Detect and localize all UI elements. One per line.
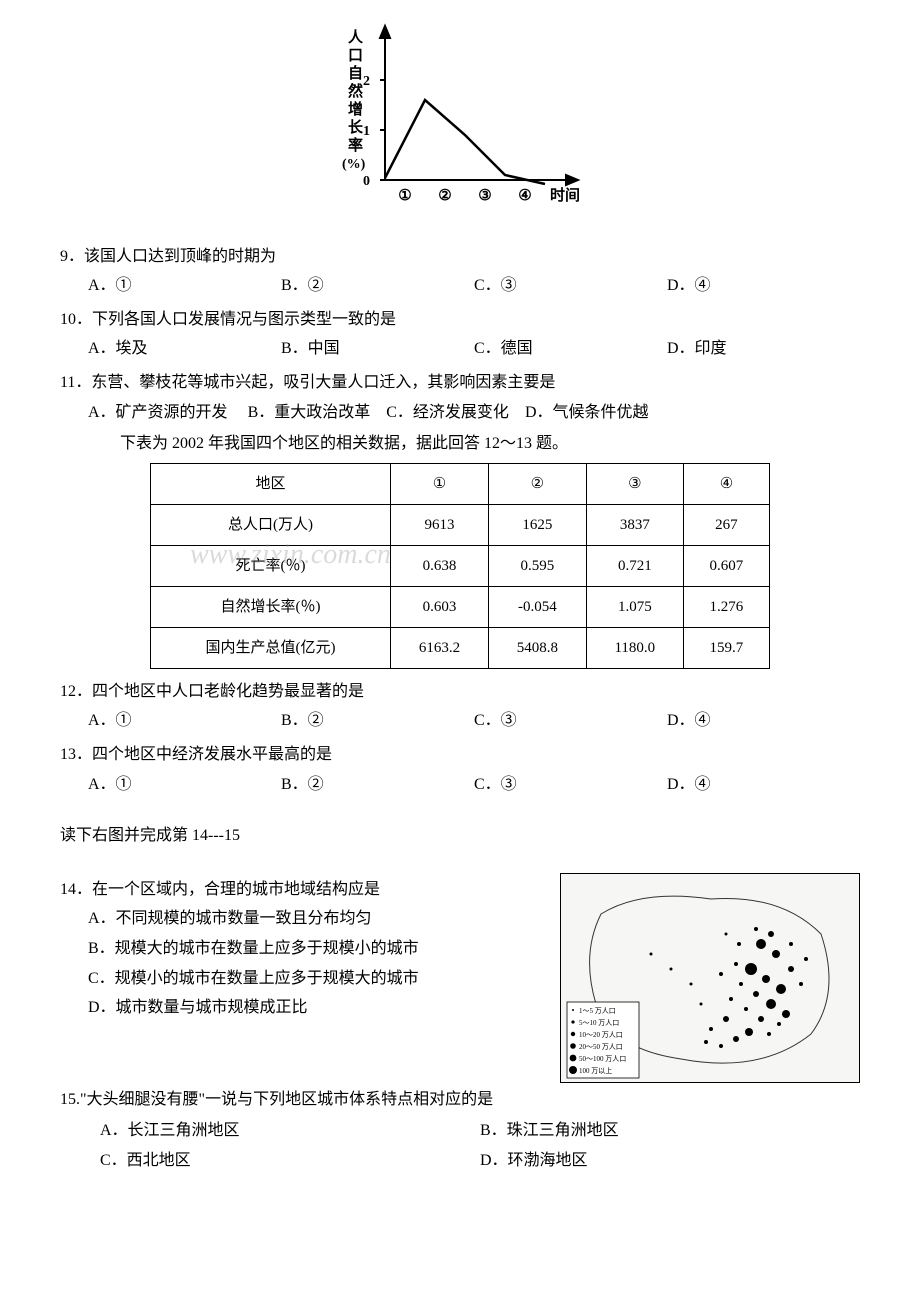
- table-cell: 6163.2: [391, 627, 489, 668]
- q14-opt-d: D．城市数量与城市规模成正比: [60, 995, 550, 1021]
- q9-opt-d: D．④: [667, 273, 860, 299]
- table-cell: 267: [683, 504, 769, 545]
- table-cell: 0.595: [488, 545, 586, 586]
- q15-options: A．长江三角洲地区 B．珠江三角洲地区 C．西北地区 D．环渤海地区: [60, 1116, 860, 1175]
- table-cell: 5408.8: [488, 627, 586, 668]
- table-cell: 0.607: [683, 545, 769, 586]
- table-row: 死亡率(％) 0.638 0.595 0.721 0.607: [151, 545, 770, 586]
- table-intro: 下表为 2002 年我国四个地区的相关数据，据此回答 12～13 题。: [60, 431, 860, 457]
- svg-text:50～100 万人口: 50～100 万人口: [579, 1055, 626, 1063]
- table-cell: 0.603: [391, 586, 489, 627]
- svg-text:②: ②: [438, 188, 451, 204]
- x-axis-label: 时间: [550, 186, 580, 204]
- table-cell: 1.276: [683, 586, 769, 627]
- svg-text:然: 然: [348, 82, 363, 100]
- svg-text:100 万以上: 100 万以上: [579, 1066, 612, 1075]
- row-label: 总人口(万人): [151, 504, 391, 545]
- table-cell: 0.638: [391, 545, 489, 586]
- china-city-map: 1～5 万人口 5～10 万人口 10～20 万人口 20～50 万人口 50～…: [560, 873, 860, 1083]
- q12-opt-d: D．④: [667, 708, 860, 734]
- q11-stem: 11．东营、攀枝花等城市兴起，吸引大量人口迁入，其影响因素主要是: [60, 370, 860, 396]
- q15-opt-d: D．环渤海地区: [480, 1148, 860, 1174]
- q15-stem: 15."大头细腿没有腰"一说与下列地区城市体系特点相对应的是: [60, 1087, 860, 1113]
- q9-options: A．① B．② C．③ D．④: [60, 273, 860, 299]
- q9-stem: 9．该国人口达到顶峰的时期为: [60, 244, 860, 270]
- svg-text:1～5 万人口: 1～5 万人口: [579, 1007, 616, 1015]
- q11-options: A．矿产资源的开发 B．重大政治改革 C．经济发展变化 D．气候条件优越: [60, 400, 860, 426]
- svg-text:增: 增: [348, 100, 363, 118]
- q9-opt-c: C．③: [474, 273, 667, 299]
- table-row: 国内生产总值(亿元) 6163.2 5408.8 1180.0 159.7: [151, 627, 770, 668]
- q10-options: A．埃及 B．中国 C．德国 D．印度: [60, 336, 860, 362]
- q13-options: A．① B．② C．③ D．④: [60, 772, 860, 798]
- svg-text:2: 2: [363, 74, 370, 89]
- q10-opt-b: B．中国: [281, 336, 474, 362]
- table-row: 总人口(万人) 9613 1625 3837 267: [151, 504, 770, 545]
- q14-stem: 14．在一个区域内，合理的城市地域结构应是: [60, 877, 550, 903]
- q12-stem: 12．四个地区中人口老龄化趋势最显著的是: [60, 679, 860, 705]
- svg-text:1: 1: [363, 124, 370, 139]
- svg-text:率: 率: [348, 136, 363, 154]
- q13-opt-b: B．②: [281, 772, 474, 798]
- svg-text:10～20 万人口: 10～20 万人口: [579, 1031, 623, 1039]
- svg-text:0: 0: [363, 174, 370, 189]
- q9-opt-a: A．①: [88, 273, 281, 299]
- table-cell: 3837: [586, 504, 683, 545]
- table-cell: 1180.0: [586, 627, 683, 668]
- svg-text:5～10 万人口: 5～10 万人口: [579, 1019, 619, 1027]
- table-cell: -0.054: [488, 586, 586, 627]
- th-4: ④: [683, 463, 769, 504]
- population-growth-chart: 人 口 自 然 增 长 率 (%) 0 1 2 ① ② ③: [60, 20, 860, 229]
- q13-stem: 13．四个地区中经济发展水平最高的是: [60, 742, 860, 768]
- q10-stem: 10．下列各国人口发展情况与图示类型一致的是: [60, 307, 860, 333]
- svg-text:③: ③: [478, 188, 491, 204]
- q14-opt-c: C．规模小的城市在数量上应多于规模大的城市: [60, 966, 550, 992]
- svg-text:长: 长: [348, 118, 364, 136]
- table-row: 自然增长率(％) 0.603 -0.054 1.075 1.276: [151, 586, 770, 627]
- q14-opt-a: A．不同规模的城市数量一致且分布均匀: [60, 906, 550, 932]
- q15-opt-c: C．西北地区: [100, 1148, 480, 1174]
- th-1: ①: [391, 463, 489, 504]
- th-3: ③: [586, 463, 683, 504]
- chart-data-line: [385, 100, 545, 184]
- q9-opt-b: B．②: [281, 273, 474, 299]
- svg-text:自: 自: [348, 64, 363, 82]
- row-label: 死亡率(％): [151, 545, 391, 586]
- q12-options: A．① B．② C．③ D．④: [60, 708, 860, 734]
- row-label: 自然增长率(％): [151, 586, 391, 627]
- q15-opt-b: B．珠江三角洲地区: [480, 1118, 860, 1144]
- q15-opt-a: A．长江三角洲地区: [100, 1118, 480, 1144]
- q12-opt-a: A．①: [88, 708, 281, 734]
- svg-text:人: 人: [348, 29, 364, 46]
- q13-opt-a: A．①: [88, 772, 281, 798]
- table-cell: 0.721: [586, 545, 683, 586]
- svg-text:口: 口: [348, 48, 363, 64]
- table-cell: 1625: [488, 504, 586, 545]
- table-cell: 9613: [391, 504, 489, 545]
- q11-opt-c: C．经济发展变化: [386, 404, 509, 421]
- q10-opt-a: A．埃及: [88, 336, 281, 362]
- q13-opt-d: D．④: [667, 772, 860, 798]
- q11-opt-b: B．重大政治改革: [248, 404, 371, 421]
- row-label: 国内生产总值(亿元): [151, 627, 391, 668]
- svg-text:④: ④: [518, 188, 531, 204]
- y-unit-label: (%): [342, 157, 366, 172]
- table-cell: 159.7: [683, 627, 769, 668]
- q13-opt-c: C．③: [474, 772, 667, 798]
- svg-text:20～50 万人口: 20～50 万人口: [579, 1043, 623, 1051]
- q14-opt-b: B．规模大的城市在数量上应多于规模小的城市: [60, 936, 550, 962]
- th-region: 地区: [151, 463, 391, 504]
- q10-opt-d: D．印度: [667, 336, 860, 362]
- svg-text:①: ①: [398, 188, 411, 204]
- q11-opt-d: D．气候条件优越: [525, 404, 649, 421]
- q12-opt-c: C．③: [474, 708, 667, 734]
- region-data-table: 地区 ① ② ③ ④ 总人口(万人) 9613 1625 3837 267 死亡…: [150, 463, 770, 669]
- th-2: ②: [488, 463, 586, 504]
- q11-opt-a: A．矿产资源的开发: [88, 404, 228, 421]
- map-intro: 读下右图并完成第 14---15: [60, 823, 860, 849]
- q12-opt-b: B．②: [281, 708, 474, 734]
- q10-opt-c: C．德国: [474, 336, 667, 362]
- table-cell: 1.075: [586, 586, 683, 627]
- table-header-row: 地区 ① ② ③ ④: [151, 463, 770, 504]
